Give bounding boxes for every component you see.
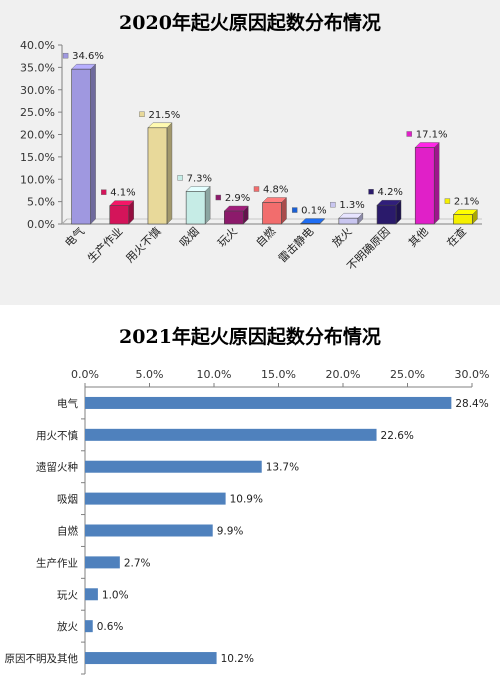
chart-2020-panel: 2020年起火原因起数分布情况 0.0% 5.0% 10.0% 15.0% 20.0% 2… [0,0,500,305]
y-tick-label: 5.0% [27,196,55,209]
data-label-key [215,194,222,201]
data-label: 22.6% [381,430,414,442]
bar [85,620,93,633]
y-tick-label: 吸烟 [57,493,78,506]
chart-2021-title: 2021年起火原因起数分布情况 [119,326,381,348]
bar [85,492,226,505]
x-tick-label: 其他 [406,225,431,250]
data-label: 10.9% [230,494,263,506]
data-label: 2.7% [124,557,151,569]
y-tick-label: 遗留火种 [36,461,78,474]
x-tick-label: 自燃 [253,224,278,249]
bar [338,217,359,225]
data-label: 10.2% [221,653,254,665]
data-label: 9.9% [217,526,244,538]
bar [262,202,282,225]
x-tick-label: 用火不慎 [123,224,164,265]
y-tick-label: 30.0% [20,84,55,97]
bar [85,524,213,537]
x-tick-label: 0.0% [71,368,99,381]
data-label-key [444,198,451,204]
data-label: 4.8% [263,185,288,196]
bar [453,214,473,225]
x-tick-label: 雷击静电 [275,224,316,265]
chart-2020-title: 2020年起火原因起数分布情况 [119,12,381,34]
y-tick-label: 10.0% [20,173,55,186]
bar [71,68,91,225]
y-tick-label: 25.0% [20,106,55,119]
x-tick-label: 20.0% [326,368,361,381]
x-tick-label: 生产作业 [84,224,125,265]
data-label: 21.5% [148,110,180,121]
bar [147,127,168,225]
data-label: 2.9% [225,193,250,204]
bar [85,428,377,441]
bar [224,210,244,225]
data-label: 34.6% [72,51,104,62]
bar-side [90,63,96,225]
data-label: 1.0% [102,589,129,601]
x-tick-label: 玩火 [215,225,240,250]
x-tick-label: 30.0% [455,368,490,381]
y-tick-label: 用火不慎 [36,429,78,442]
bar-side [434,141,440,225]
data-label: 4.2% [378,187,403,198]
data-label-key [253,186,260,192]
data-label-key [330,201,336,208]
x-tick-label: 25.0% [390,368,425,381]
data-label: 1.3% [339,200,364,211]
y-tick-label: 原因不明及其他 [5,652,79,665]
bar-side [166,122,173,225]
data-label-key [62,52,69,59]
data-label-key [177,175,183,181]
data-label-key [101,189,107,195]
data-label: 0.1% [301,206,326,217]
x-tick-label: 15.0% [261,368,296,381]
chart-2021-panel: 2021年起火原因起数分布情况 0.0% 5.0% 10.0% 15.0% 20.0% 2… [0,305,500,684]
y-tick-label: 放火 [57,620,78,633]
y-tick-label: 35.0% [20,61,55,74]
y-tick-label: 玩火 [57,589,78,601]
bar [414,147,435,225]
data-label: 4.1% [110,188,135,199]
chart-2020-plot: 0.0% 5.0% 10.0% 15.0% 20.0% 25.0% 30.0% 35.0% 40… [20,39,482,273]
bar [109,205,130,225]
floor-edge [61,218,68,225]
data-label: 2.1% [454,197,479,208]
y-tick-label: 15.0% [20,151,55,164]
bar [85,460,262,473]
y-tick-label: 电气 [57,397,78,410]
bar [185,191,206,225]
data-label: 0.6% [97,621,124,633]
bar [85,652,217,665]
x-tick-label: 吸烟 [176,224,201,249]
data-label-key [406,131,412,137]
chart-2021-plot: 0.0% 5.0% 10.0% 15.0% 20.0% 25.0% 30.0% 电气 28.4%… [5,368,490,675]
y-tick-label: 生产作业 [36,556,78,569]
y-tick-label: 40.0% [20,39,55,52]
bar [85,588,98,601]
data-label: 28.4% [455,398,488,410]
x-tick-label: 电气 [62,224,87,249]
bar [85,556,120,569]
data-label: 17.1% [416,129,448,140]
x-tick-label: 在查 [444,224,469,249]
x-tick-label: 10.0% [197,368,232,381]
y-tick-label: 0.0% [27,218,55,231]
bar [376,204,397,225]
data-label-key [139,111,145,117]
data-label-key [368,189,374,195]
data-label: 7.3% [187,173,212,184]
data-label-key [291,207,298,213]
bar-side [204,185,211,225]
x-tick-label: 放火 [329,224,354,249]
y-tick-label: 20.0% [20,129,55,142]
x-tick-label: 5.0% [136,368,164,381]
y-tick-label: 自燃 [57,525,78,538]
data-label: 13.7% [266,462,299,474]
bar [85,396,452,409]
